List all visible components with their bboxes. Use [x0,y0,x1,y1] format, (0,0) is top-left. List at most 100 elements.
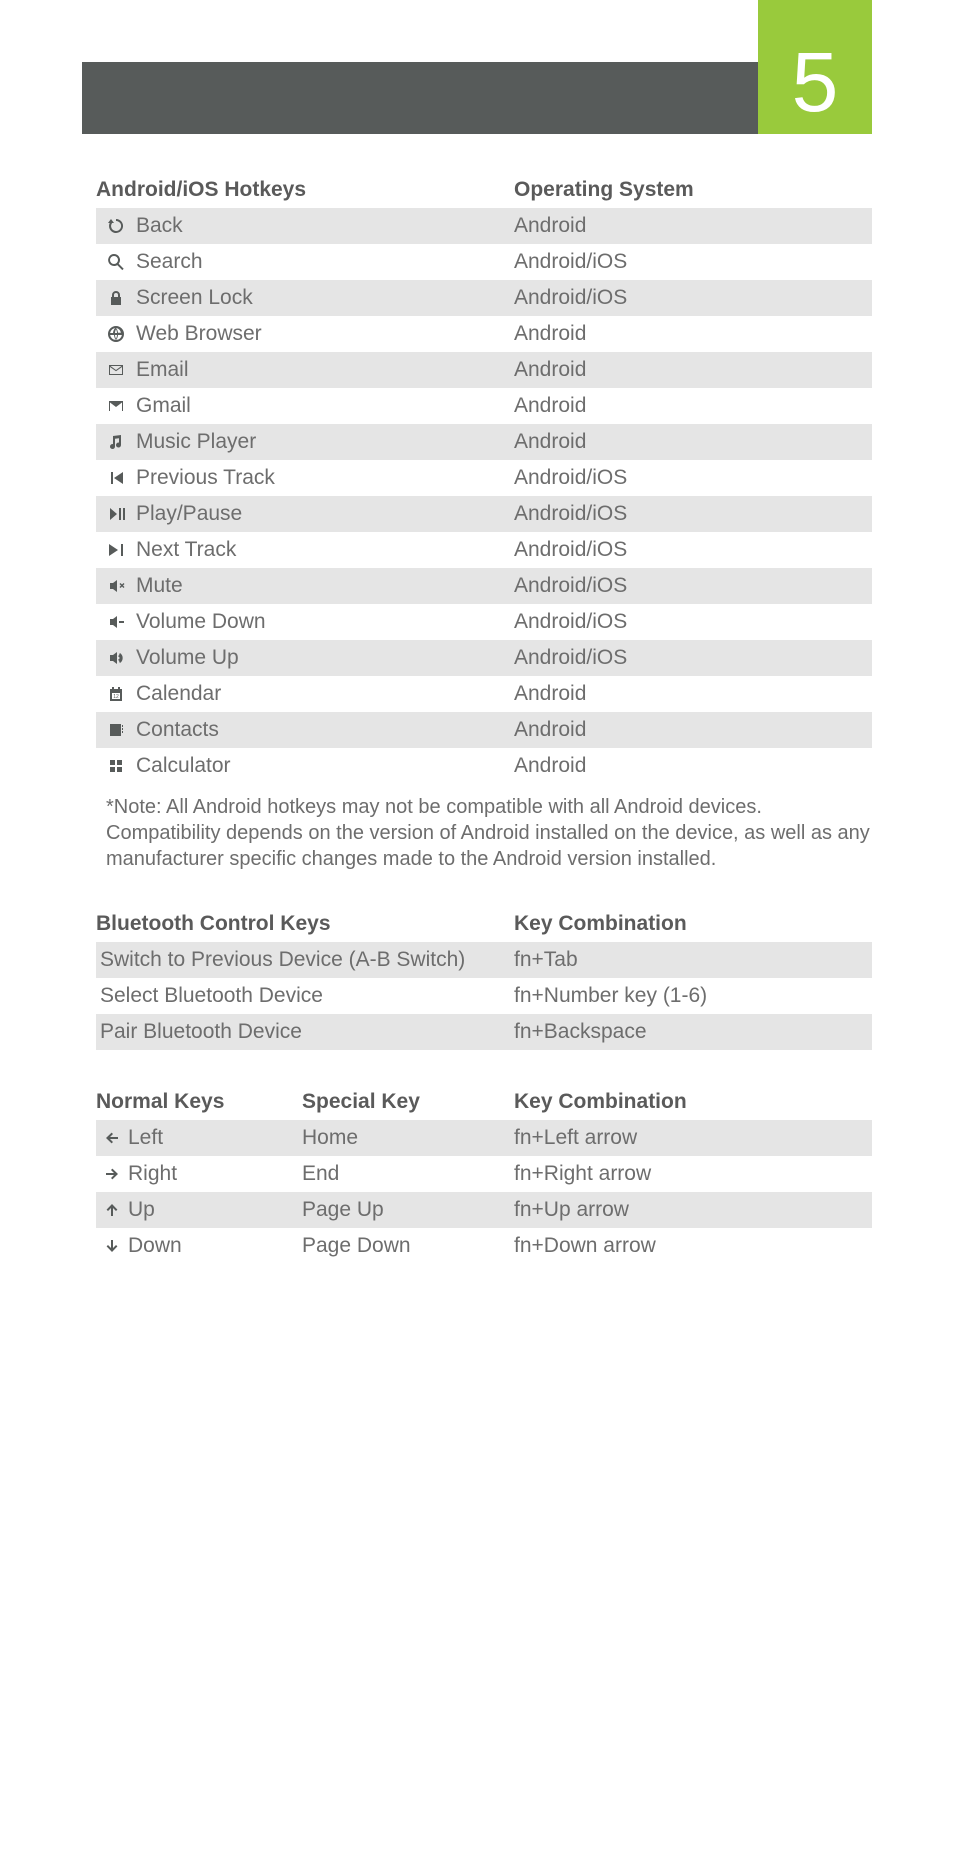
mute-icon [96,577,136,595]
back-icon [96,217,136,235]
hotkey-os: Android [514,394,872,418]
hotkeys-row: Volume UpAndroid/iOS [96,640,872,676]
hotkey-label: Contacts [136,718,514,742]
header-bar [82,62,872,134]
mail-icon [96,361,136,379]
normal-label: Down [128,1234,302,1258]
calendar-icon [96,685,136,703]
hotkeys-rows: BackAndroidSearchAndroid/iOSScreen LockA… [96,208,872,784]
arrow-left-icon [96,1129,128,1147]
arrow-right-icon [96,1165,128,1183]
bluetooth-row: Pair Bluetooth Devicefn+Backspace [96,1014,872,1050]
globe-icon [96,325,136,343]
hotkey-label: Calendar [136,682,514,706]
normal-combo: fn+Left arrow [514,1126,872,1150]
normal-special: End [302,1162,514,1186]
next-icon [96,541,136,559]
hotkey-os: Android/iOS [514,466,872,490]
normal-combo: fn+Down arrow [514,1234,872,1258]
normal-special: Page Up [302,1198,514,1222]
normal-label: Up [128,1198,302,1222]
hotkey-label: Gmail [136,394,514,418]
hotkey-label: Calculator [136,754,514,778]
bluetooth-header-row: Bluetooth Control Keys Key Combination [96,906,872,942]
music-icon [96,433,136,451]
hotkey-os: Android/iOS [514,538,872,562]
search-icon [96,253,136,271]
volup-icon [96,649,136,667]
normal-special: Home [302,1126,514,1150]
hotkey-label: Email [136,358,514,382]
hotkey-os: Android/iOS [514,502,872,526]
hotkey-os: Android/iOS [514,574,872,598]
hotkey-os: Android [514,754,872,778]
hotkeys-row: Play/PauseAndroid/iOS [96,496,872,532]
normal-row: LeftHomefn+Left arrow [96,1120,872,1156]
hotkeys-row: GmailAndroid [96,388,872,424]
bluetooth-section: Bluetooth Control Keys Key Combination S… [96,906,872,1050]
bluetooth-label: Select Bluetooth Device [96,984,514,1008]
hotkey-os: Android [514,718,872,742]
normal-header-b: Special Key [302,1090,514,1114]
hotkey-os: Android/iOS [514,646,872,670]
bluetooth-rows: Switch to Previous Device (A-B Switch)fn… [96,942,872,1050]
normal-label: Right [128,1162,302,1186]
hotkey-label: Volume Up [136,646,514,670]
arrow-up-icon [96,1201,128,1219]
hotkey-label: Previous Track [136,466,514,490]
hotkeys-row: MuteAndroid/iOS [96,568,872,604]
hotkeys-row: Volume DownAndroid/iOS [96,604,872,640]
hotkeys-row: SearchAndroid/iOS [96,244,872,280]
playpause-icon [96,505,136,523]
normal-row: DownPage Downfn+Down arrow [96,1228,872,1264]
normal-header-row: Normal Keys Special Key Key Combination [96,1084,872,1120]
normal-header-c: Key Combination [514,1090,872,1114]
hotkeys-row: Music PlayerAndroid [96,424,872,460]
calculator-icon [96,757,136,775]
hotkey-os: Android/iOS [514,250,872,274]
hotkey-label: Web Browser [136,322,514,346]
hotkey-os: Android/iOS [514,610,872,634]
hotkey-label: Search [136,250,514,274]
normal-label: Left [128,1126,302,1150]
page-number: 5 [792,34,839,131]
normal-row: RightEndfn+Right arrow [96,1156,872,1192]
bluetooth-combo: fn+Number key (1-6) [514,984,872,1008]
hotkeys-note: *Note: All Android hotkeys may not be co… [96,790,872,872]
hotkeys-row: BackAndroid [96,208,872,244]
hotkeys-header-row: Android/iOS Hotkeys Operating System [96,172,872,208]
hotkey-label: Mute [136,574,514,598]
contacts-icon [96,721,136,739]
hotkeys-section: Android/iOS Hotkeys Operating System Bac… [96,172,872,872]
hotkey-os: Android [514,682,872,706]
normal-header-a: Normal Keys [96,1090,302,1114]
hotkeys-row: ContactsAndroid [96,712,872,748]
page-number-block: 5 [758,0,872,134]
bluetooth-row: Switch to Previous Device (A-B Switch)fn… [96,942,872,978]
hotkey-label: Music Player [136,430,514,454]
bluetooth-combo: fn+Tab [514,948,872,972]
hotkey-label: Play/Pause [136,502,514,526]
content: Android/iOS Hotkeys Operating System Bac… [96,172,872,1298]
bluetooth-row: Select Bluetooth Devicefn+Number key (1-… [96,978,872,1014]
normal-row: UpPage Upfn+Up arrow [96,1192,872,1228]
hotkeys-header-b: Operating System [514,178,872,202]
normal-section: Normal Keys Special Key Key Combination … [96,1084,872,1264]
bluetooth-label: Switch to Previous Device (A-B Switch) [96,948,514,972]
hotkey-label: Next Track [136,538,514,562]
bluetooth-header-a: Bluetooth Control Keys [96,912,514,936]
hotkey-os: Android [514,322,872,346]
prev-icon [96,469,136,487]
hotkey-label: Screen Lock [136,286,514,310]
normal-combo: fn+Right arrow [514,1162,872,1186]
hotkeys-row: CalculatorAndroid [96,748,872,784]
hotkey-os: Android/iOS [514,286,872,310]
hotkey-label: Volume Down [136,610,514,634]
hotkeys-row: Web BrowserAndroid [96,316,872,352]
bluetooth-header-b: Key Combination [514,912,872,936]
normal-special: Page Down [302,1234,514,1258]
hotkeys-row: CalendarAndroid [96,676,872,712]
hotkeys-row: Next TrackAndroid/iOS [96,532,872,568]
arrow-down-icon [96,1237,128,1255]
lock-icon [96,289,136,307]
